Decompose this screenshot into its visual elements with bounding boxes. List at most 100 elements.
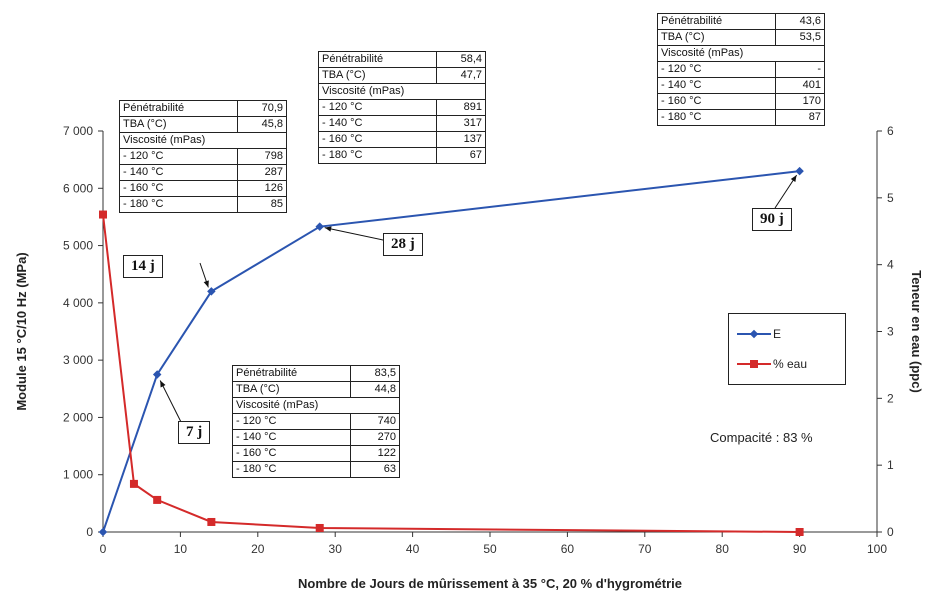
table-row: - 120 °C 798 bbox=[119, 148, 288, 165]
y2-axis-title: Teneur en eau (ppc) bbox=[909, 270, 924, 393]
table-cell-value: 798 bbox=[236, 148, 288, 165]
table-cell-label: - 140 °C bbox=[232, 429, 351, 446]
table-row: Pénétrabilité 70,9 bbox=[119, 100, 288, 117]
y-tick-label: 6 000 bbox=[63, 181, 93, 195]
table-cell-value: 270 bbox=[349, 429, 401, 446]
table-cell-value: 53,5 bbox=[774, 29, 826, 46]
y2-tick-label: 5 bbox=[887, 191, 894, 205]
table-cell-label: - 140 °C bbox=[119, 164, 238, 181]
annotation-arrow bbox=[774, 174, 798, 209]
table-cell-value: 401 bbox=[774, 77, 826, 94]
table-cell-label: Pénétrabilité bbox=[232, 365, 351, 382]
annotation-arrow-head bbox=[203, 280, 209, 288]
table-cell-label: TBA (°C) bbox=[318, 67, 437, 84]
y-tick-label: 4 000 bbox=[63, 296, 93, 310]
x-tick-label: 80 bbox=[716, 542, 730, 556]
annotation-arrow-head bbox=[160, 380, 166, 388]
table-90-days: Pénétrabilité 43,6 TBA (°C) 53,5 Viscosité (… bbox=[657, 13, 826, 126]
table-row: Viscosité (mPas) bbox=[232, 397, 400, 414]
table-28-days: Pénétrabilité 58,4 TBA (°C) 47,7 Viscosité (… bbox=[318, 51, 487, 164]
y2-tick-label: 1 bbox=[887, 458, 894, 472]
table-row: Pénétrabilité 83,5 bbox=[232, 365, 401, 382]
x-tick-label: 100 bbox=[867, 542, 887, 556]
table-row: - 140 °C 270 bbox=[232, 429, 401, 446]
y2-tick-label: 6 bbox=[887, 124, 894, 138]
series-point-0 bbox=[315, 222, 324, 231]
annotation-arrow-head bbox=[790, 175, 797, 182]
annotation-arrow-head bbox=[324, 226, 332, 232]
table-cell-value: 43,6 bbox=[774, 13, 826, 30]
table-cell-label: - 160 °C bbox=[232, 445, 351, 462]
table-row: - 140 °C 401 bbox=[657, 77, 826, 94]
y2-tick-label: 4 bbox=[887, 258, 894, 272]
table-cell-label: - 160 °C bbox=[657, 93, 776, 110]
y-tick-label: 0 bbox=[86, 525, 93, 539]
table-row: TBA (°C) 53,5 bbox=[657, 29, 826, 46]
table-row: Viscosité (mPas) bbox=[119, 132, 287, 149]
table-cell-label: - 180 °C bbox=[119, 196, 238, 213]
table-cell-label: Pénétrabilité bbox=[657, 13, 776, 30]
table-row: Pénétrabilité 58,4 bbox=[318, 51, 487, 68]
y-tick-label: 1 000 bbox=[63, 468, 93, 482]
y2-tick-label: 2 bbox=[887, 391, 894, 405]
table-cell-label: TBA (°C) bbox=[232, 381, 351, 398]
table-row: Pénétrabilité 43,6 bbox=[657, 13, 826, 30]
table-cell-label: Viscosité (mPas) bbox=[318, 83, 486, 100]
table-14-days: Pénétrabilité 70,9 TBA (°C) 45,8 Viscosité (… bbox=[119, 100, 288, 213]
table-cell-label: Viscosité (mPas) bbox=[119, 132, 287, 149]
x-tick-label: 70 bbox=[638, 542, 652, 556]
table-cell-label: - 180 °C bbox=[318, 147, 437, 164]
table-cell-value: 740 bbox=[349, 413, 401, 430]
table-cell-label: Pénétrabilité bbox=[318, 51, 437, 68]
table-row: - 180 °C 87 bbox=[657, 109, 826, 126]
series-point-0 bbox=[152, 370, 162, 379]
table-row: TBA (°C) 47,7 bbox=[318, 67, 487, 84]
x-tick-label: 40 bbox=[406, 542, 420, 556]
series-point-1 bbox=[99, 210, 107, 219]
x-tick-label: 20 bbox=[251, 542, 265, 556]
table-row: - 120 °C 740 bbox=[232, 413, 401, 430]
table-cell-label: Viscosité (mPas) bbox=[232, 397, 400, 414]
table-row: - 160 °C 122 bbox=[232, 445, 401, 462]
series-line-1 bbox=[102, 214, 800, 533]
legend-item-eau: % eau bbox=[737, 356, 807, 372]
table-cell-label: - 160 °C bbox=[119, 180, 238, 197]
table-cell-value: 70,9 bbox=[236, 100, 288, 117]
x-tick-label: 10 bbox=[174, 542, 188, 556]
table-cell-value: 170 bbox=[774, 93, 826, 110]
y-axis-title: Module 15 °C/10 Hz (MPa) bbox=[14, 252, 29, 410]
legend-marker-eau bbox=[737, 360, 771, 368]
table-cell-label: Viscosité (mPas) bbox=[657, 45, 825, 62]
y-tick-label: 7 000 bbox=[63, 124, 93, 138]
table-cell-value: 137 bbox=[435, 131, 487, 148]
table-7-days: Pénétrabilité 83,5 TBA (°C) 44,8 Viscosité (… bbox=[232, 365, 401, 478]
y-tick-label: 5 000 bbox=[63, 239, 93, 253]
table-cell-label: - 140 °C bbox=[318, 115, 437, 132]
compacite-annotation: Compacité : 83 % bbox=[710, 430, 813, 445]
series-point-0 bbox=[795, 166, 804, 176]
annotation-arrow bbox=[159, 380, 182, 423]
legend-label-eau: % eau bbox=[773, 357, 808, 371]
table-cell-value: 891 bbox=[435, 99, 487, 116]
series-point-1 bbox=[129, 479, 138, 488]
table-cell-value: 126 bbox=[236, 180, 288, 197]
legend-label-e: E bbox=[773, 327, 782, 341]
series-point-1 bbox=[795, 528, 804, 536]
series-line-0 bbox=[102, 170, 800, 533]
table-cell-value: 58,4 bbox=[435, 51, 487, 68]
x-axis-title: Nombre de Jours de mûrissement à 35 °C, … bbox=[298, 576, 682, 591]
table-cell-label: TBA (°C) bbox=[657, 29, 776, 46]
legend: E % eau bbox=[728, 313, 846, 385]
table-cell-value: 317 bbox=[435, 115, 487, 132]
table-cell-label: - 180 °C bbox=[657, 109, 776, 126]
table-cell-value: 47,7 bbox=[435, 67, 487, 84]
label-90-days: 90 j bbox=[752, 208, 792, 231]
series-point-1 bbox=[315, 523, 324, 532]
legend-item-e: E bbox=[737, 326, 781, 342]
table-row: - 140 °C 317 bbox=[318, 115, 487, 132]
series-point-1 bbox=[207, 517, 216, 526]
table-cell-label: - 120 °C bbox=[119, 148, 238, 165]
table-row: - 140 °C 287 bbox=[119, 164, 288, 181]
table-row: - 160 °C 126 bbox=[119, 180, 288, 197]
